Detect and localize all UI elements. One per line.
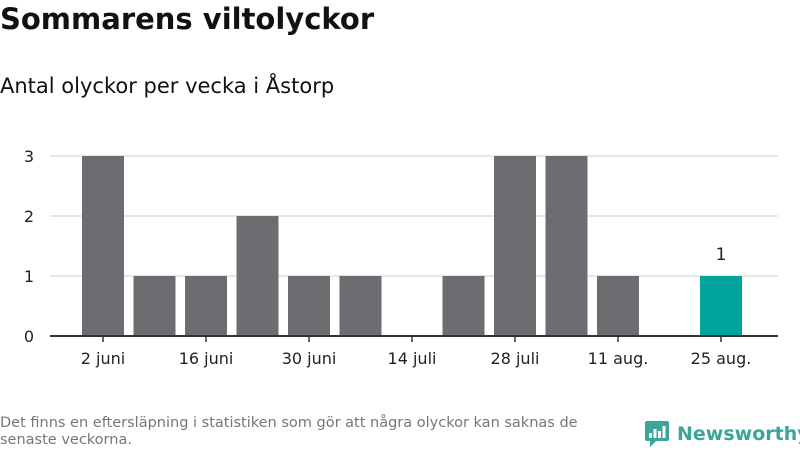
bar	[82, 156, 124, 336]
x-tick-label: 25 aug.	[691, 349, 752, 368]
footnote: Det finns en eftersläpning i statistiken…	[0, 415, 578, 448]
bar	[700, 276, 742, 336]
chart-subtitle: Antal olyckor per vecka i Åstorp	[0, 74, 335, 98]
newsworthy-logo-icon	[645, 421, 669, 447]
x-tick-label: 16 juni	[179, 349, 234, 368]
bar	[185, 276, 227, 336]
bar	[597, 276, 639, 336]
y-tick-label: 3	[24, 147, 34, 166]
bar	[236, 216, 279, 336]
x-tick-label: 11 aug.	[588, 349, 649, 368]
bar	[545, 156, 588, 336]
y-tick-label: 2	[24, 207, 34, 226]
bar	[494, 156, 536, 336]
y-tick-label: 1	[24, 267, 34, 286]
x-tick-label: 2 juni	[81, 349, 125, 368]
y-tick-label: 0	[24, 327, 34, 346]
x-tick-label: 28 juli	[491, 349, 540, 368]
chart-title: Sommarens viltolyckor	[0, 2, 375, 36]
bar	[339, 276, 382, 336]
brand-name: Newsworthy	[677, 423, 800, 445]
bar	[133, 276, 176, 336]
x-tick-label: 14 juli	[388, 349, 437, 368]
bar	[442, 276, 485, 336]
data-label: 1	[716, 245, 727, 265]
brand-logo[interactable]: Newsworthy	[645, 420, 800, 448]
x-tick-label: 30 juni	[282, 349, 337, 368]
bar	[288, 276, 330, 336]
